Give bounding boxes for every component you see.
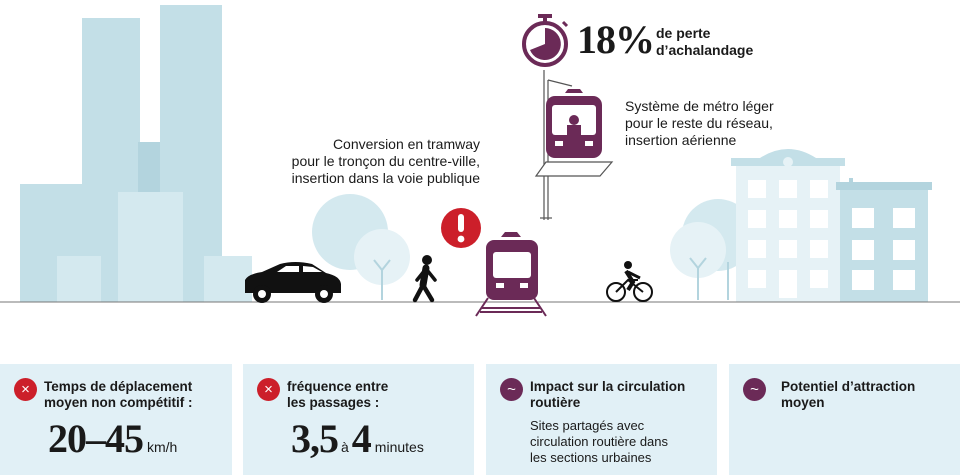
car-icon bbox=[245, 262, 341, 303]
frequency-unit: minutes bbox=[374, 439, 424, 455]
ridership-loss-value: 18% bbox=[577, 17, 655, 62]
negative-x-icon: × bbox=[257, 378, 280, 401]
tram-icon bbox=[475, 232, 547, 317]
skyline-left bbox=[20, 5, 252, 302]
range-separator: à bbox=[341, 439, 349, 455]
card-title-line: fréquence entre bbox=[287, 379, 389, 394]
card-title-line: routière bbox=[530, 395, 581, 410]
tram-label-line: pour le tronçon du centre-ville, bbox=[291, 153, 480, 169]
frequency-range: 3,5 à4 minutes bbox=[291, 415, 424, 462]
stat-text-line: de perte bbox=[656, 25, 711, 41]
card-title: Impact sur la circulation routière bbox=[530, 379, 685, 411]
ridership-loss-label: de perte d’achalandage bbox=[656, 25, 753, 59]
card-travel-time: × Temps de déplacement moyen non compéti… bbox=[0, 364, 232, 475]
card-title-line: Impact sur la circulation bbox=[530, 379, 686, 394]
metro-label: Système de métro léger pour le reste du … bbox=[625, 98, 825, 149]
card-title-line: Temps de déplacement bbox=[44, 379, 193, 394]
card-title: fréquence entre les passages : bbox=[287, 379, 388, 411]
frequency-min: 3,5 bbox=[291, 416, 339, 461]
range-dash: – bbox=[86, 416, 106, 461]
card-traffic-impact: ~ Impact sur la circulation routière Sit… bbox=[486, 364, 717, 475]
card-body-line: Sites partagés avec bbox=[530, 418, 645, 433]
illustration-scene bbox=[0, 5, 960, 317]
tram-label-line: Conversion en tramway bbox=[332, 136, 480, 152]
card-body-line: les sections urbaines bbox=[530, 450, 652, 465]
neutral-tilde-icon: ~ bbox=[500, 378, 523, 401]
speed-unit: km/h bbox=[147, 439, 178, 455]
card-attraction-potential: ~ Potentiel d’attraction moyen bbox=[729, 364, 960, 475]
buildings-right bbox=[731, 149, 932, 302]
card-title: Temps de déplacement moyen non compétiti… bbox=[44, 379, 193, 411]
card-body: Sites partagés avec circulation routière… bbox=[530, 418, 668, 466]
card-title: Potentiel d’attraction moyen bbox=[781, 379, 915, 411]
stat-text-line: d’achalandage bbox=[656, 42, 754, 58]
neutral-tilde-icon: ~ bbox=[743, 378, 766, 401]
speed-range: 20–45 km/h bbox=[48, 415, 177, 462]
tram-label-line: insertion dans la voie publique bbox=[291, 170, 480, 186]
cyclist-icon bbox=[606, 261, 653, 302]
card-title-line: Potentiel d’attraction bbox=[781, 379, 916, 394]
speed-max: 45 bbox=[105, 416, 144, 461]
card-title-line: moyen non compétitif : bbox=[44, 395, 193, 410]
stopwatch-icon bbox=[522, 14, 569, 67]
exclamation-icon bbox=[441, 208, 481, 248]
tram-label: Conversion en tramway pour le tronçon du… bbox=[280, 136, 480, 187]
metro-label-line: pour le reste du réseau, bbox=[625, 115, 773, 131]
metro-label-line: Système de métro léger bbox=[625, 98, 774, 114]
card-title-line: les passages : bbox=[287, 395, 380, 410]
negative-x-icon: × bbox=[14, 378, 37, 401]
metro-label-line: insertion aérienne bbox=[625, 132, 737, 148]
pedestrian-icon bbox=[412, 255, 437, 303]
card-title-line: moyen bbox=[781, 395, 825, 410]
metro-icon bbox=[546, 89, 602, 158]
speed-min: 20 bbox=[48, 416, 87, 461]
card-frequency: × fréquence entre les passages : 3,5 à4 mi… bbox=[243, 364, 474, 475]
frequency-max: 4 bbox=[351, 416, 372, 461]
card-body-line: circulation routière dans bbox=[530, 434, 669, 449]
